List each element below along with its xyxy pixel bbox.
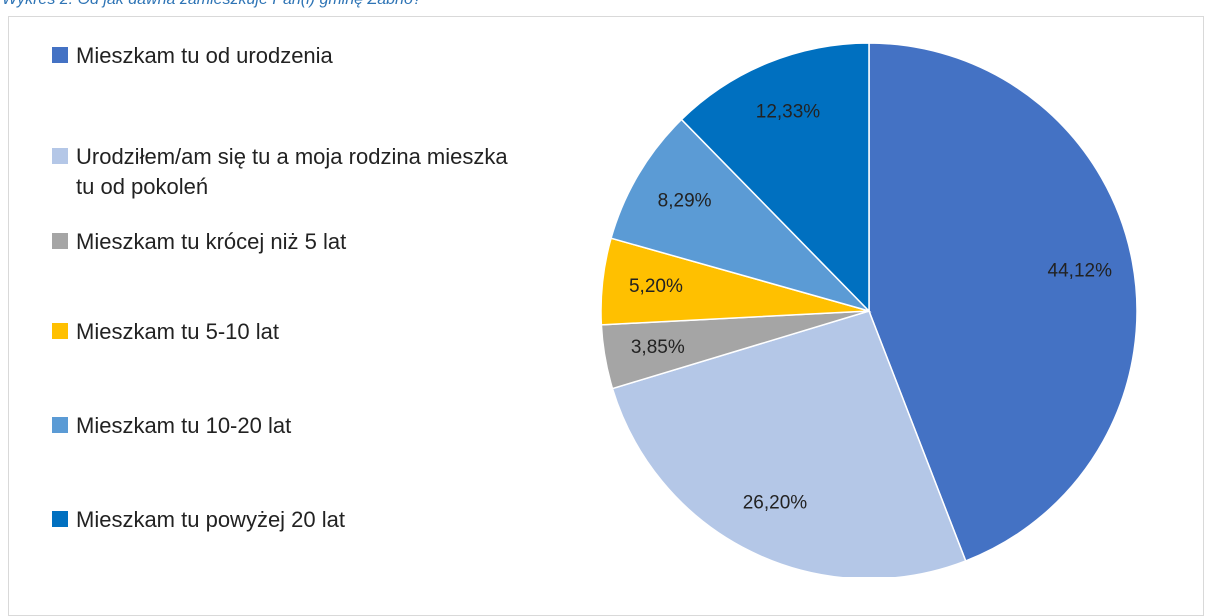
pie-slice [611, 310, 967, 577]
legend-swatch [52, 511, 68, 527]
legend-label: Mieszkam tu 10-20 lat [76, 413, 292, 438]
legend-label: Mieszkam tu powyżej 20 lat [76, 507, 345, 532]
legend-swatch [52, 233, 68, 249]
legend-item: Mieszkam tu powyżej 20 lat [52, 505, 522, 535]
pie-slice [610, 118, 872, 313]
legend-item: Urodziłem/am się tu a moja rodzina miesz… [52, 142, 522, 202]
legend-item: Mieszkam tu 5-10 lat [52, 317, 522, 347]
legend-swatch [52, 148, 68, 164]
data-label: 44,12% [1048, 261, 1113, 282]
legend-label: Mieszkam tu 5-10 lat [76, 319, 279, 344]
legend-item: Mieszkam tu krócej niż 5 lat [52, 227, 522, 257]
data-label: 3,85% [631, 337, 685, 358]
legend-swatch [52, 47, 68, 63]
legend-item: Mieszkam tu 10-20 lat [52, 411, 522, 441]
chart: 44,12% 26,20% 3,85% 5,20% 8,29% 12,33% [600, 42, 1138, 577]
chart-title: Wykres 2. Od jak dawna zamieszkuje Pan(i… [2, 0, 422, 9]
legend-item: Mieszkam tu od urodzenia [52, 41, 522, 71]
data-label: 26,20% [743, 493, 808, 514]
pie-slice [680, 42, 870, 313]
legend-label: Mieszkam tu krócej niż 5 lat [76, 229, 347, 254]
pie-slice [868, 42, 1138, 562]
legend-label: Urodziłem/am się tu a moja rodzina miesz… [76, 144, 508, 199]
data-label: 12,33% [756, 102, 821, 123]
legend-label: Mieszkam tu od urodzenia [76, 43, 333, 68]
data-label: 5,20% [629, 276, 683, 297]
data-label: 8,29% [658, 191, 712, 212]
legend-swatch [52, 417, 68, 433]
legend-swatch [52, 323, 68, 339]
